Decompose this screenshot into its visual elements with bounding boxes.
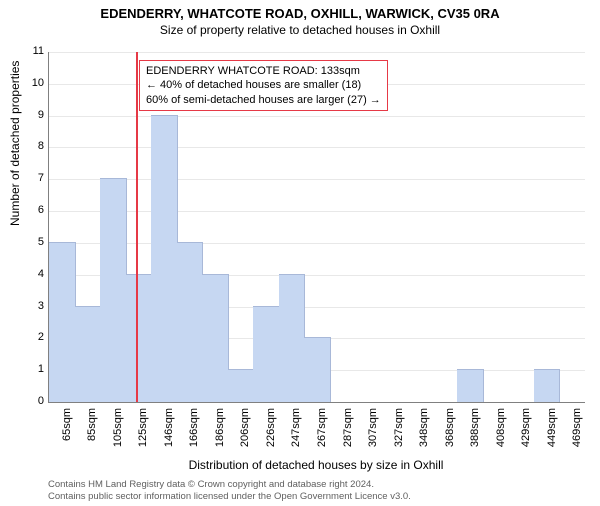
x-tick-label: 146sqm bbox=[163, 408, 175, 468]
x-tick-label: 287sqm bbox=[342, 408, 354, 468]
gridline bbox=[49, 52, 585, 53]
histogram-bar bbox=[75, 306, 102, 402]
x-tick-label: 429sqm bbox=[520, 408, 532, 468]
y-tick-label: 1 bbox=[20, 363, 44, 375]
footer-line2: Contains public sector information licen… bbox=[48, 491, 411, 502]
y-tick-label: 5 bbox=[20, 236, 44, 248]
histogram-bar bbox=[100, 178, 127, 402]
y-tick-label: 3 bbox=[20, 300, 44, 312]
histogram-bar bbox=[151, 115, 178, 402]
gridline bbox=[49, 243, 585, 244]
histogram-bar bbox=[279, 274, 306, 402]
x-tick-label: 166sqm bbox=[188, 408, 200, 468]
x-tick-label: 408sqm bbox=[495, 408, 507, 468]
y-tick-label: 8 bbox=[20, 140, 44, 152]
histogram-bar bbox=[457, 369, 484, 402]
gridline bbox=[49, 179, 585, 180]
histogram-bar bbox=[534, 369, 561, 402]
y-tick-label: 9 bbox=[20, 109, 44, 121]
x-tick-label: 449sqm bbox=[546, 408, 558, 468]
x-tick-label: 125sqm bbox=[137, 408, 149, 468]
annotation-line: ← 40% of detached houses are smaller (18… bbox=[146, 78, 381, 92]
histogram-bar bbox=[228, 369, 255, 402]
histogram-bar bbox=[253, 306, 280, 402]
chart-title-address: EDENDERRY, WHATCOTE ROAD, OXHILL, WARWIC… bbox=[0, 6, 600, 21]
y-tick-label: 11 bbox=[20, 45, 44, 57]
histogram-bar bbox=[304, 337, 331, 402]
histogram-bar bbox=[49, 242, 76, 402]
plot-area: EDENDERRY WHATCOTE ROAD: 133sqm← 40% of … bbox=[48, 52, 585, 403]
x-tick-label: 65sqm bbox=[61, 408, 73, 468]
x-tick-label: 327sqm bbox=[393, 408, 405, 468]
x-tick-label: 85sqm bbox=[86, 408, 98, 468]
footer-attribution: Contains HM Land Registry data © Crown c… bbox=[48, 479, 411, 502]
annotation-box: EDENDERRY WHATCOTE ROAD: 133sqm← 40% of … bbox=[139, 60, 388, 111]
x-tick-label: 368sqm bbox=[444, 408, 456, 468]
y-tick-label: 4 bbox=[20, 268, 44, 280]
x-tick-label: 186sqm bbox=[214, 408, 226, 468]
histogram-bar bbox=[177, 242, 204, 402]
annotation-line: EDENDERRY WHATCOTE ROAD: 133sqm bbox=[146, 64, 381, 78]
gridline bbox=[49, 211, 585, 212]
y-tick-label: 6 bbox=[20, 204, 44, 216]
gridline bbox=[49, 116, 585, 117]
x-tick-label: 469sqm bbox=[571, 408, 583, 468]
histogram-bar bbox=[202, 274, 229, 402]
footer-line1: Contains HM Land Registry data © Crown c… bbox=[48, 479, 411, 490]
x-tick-label: 307sqm bbox=[367, 408, 379, 468]
chart-area: EDENDERRY WHATCOTE ROAD: 133sqm← 40% of … bbox=[48, 52, 584, 402]
x-tick-label: 105sqm bbox=[112, 408, 124, 468]
y-tick-label: 7 bbox=[20, 172, 44, 184]
y-tick-label: 2 bbox=[20, 331, 44, 343]
x-tick-label: 348sqm bbox=[418, 408, 430, 468]
x-tick-label: 267sqm bbox=[316, 408, 328, 468]
x-tick-label: 206sqm bbox=[239, 408, 251, 468]
gridline bbox=[49, 147, 585, 148]
y-tick-label: 0 bbox=[20, 395, 44, 407]
y-tick-label: 10 bbox=[20, 77, 44, 89]
property-marker-line bbox=[136, 52, 138, 402]
chart-title-desc: Size of property relative to detached ho… bbox=[0, 23, 600, 37]
x-tick-label: 388sqm bbox=[469, 408, 481, 468]
annotation-line: 60% of semi-detached houses are larger (… bbox=[146, 93, 381, 107]
histogram-bar bbox=[126, 274, 153, 402]
x-tick-label: 247sqm bbox=[290, 408, 302, 468]
x-tick-label: 226sqm bbox=[265, 408, 277, 468]
